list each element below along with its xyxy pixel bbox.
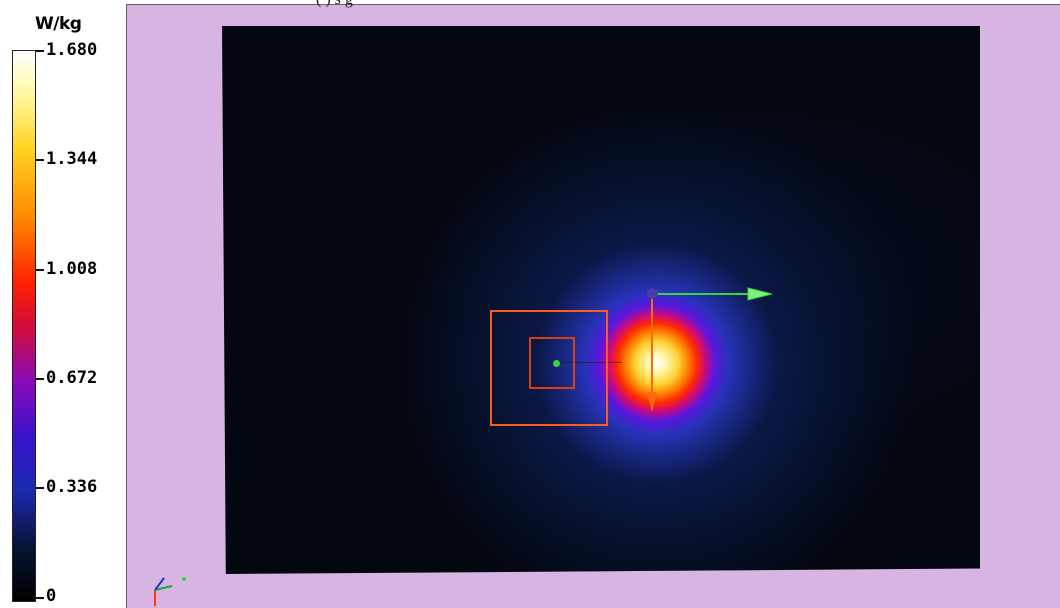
tick-label: 1.344	[46, 149, 98, 169]
unit-label: W/kg	[35, 14, 82, 34]
tick-label: 0	[46, 586, 57, 606]
xyz-triad-icon	[154, 577, 186, 606]
tick-mark	[36, 378, 44, 380]
cursor-line	[552, 362, 622, 363]
tick-label: 1.680	[46, 40, 98, 60]
tick-label: 0.672	[46, 368, 98, 388]
tick-mark	[36, 50, 44, 52]
viewport-title-fragment: ( ) s g	[126, 0, 1060, 10]
orange-arrow-down-icon[interactable]	[647, 296, 657, 412]
peak-location-marker	[553, 360, 560, 367]
color-scale-bar	[12, 50, 36, 602]
tick-mark	[36, 597, 44, 599]
measurement-cube-inner	[529, 337, 575, 389]
sar-distribution-plane	[222, 26, 980, 574]
tick-label: 1.008	[46, 259, 98, 279]
green-arrow-right-icon[interactable]	[653, 287, 773, 301]
tick-mark	[36, 159, 44, 161]
measurement-cube-outer	[490, 310, 608, 426]
tick-mark	[36, 269, 44, 271]
color-scale-legend: W/kg 1.680 1.344 1.008 0.672 0.336 0	[0, 0, 126, 608]
tick-label: 0.336	[46, 477, 98, 497]
axis-origin-handle[interactable]	[647, 288, 658, 299]
tick-mark	[36, 487, 44, 489]
